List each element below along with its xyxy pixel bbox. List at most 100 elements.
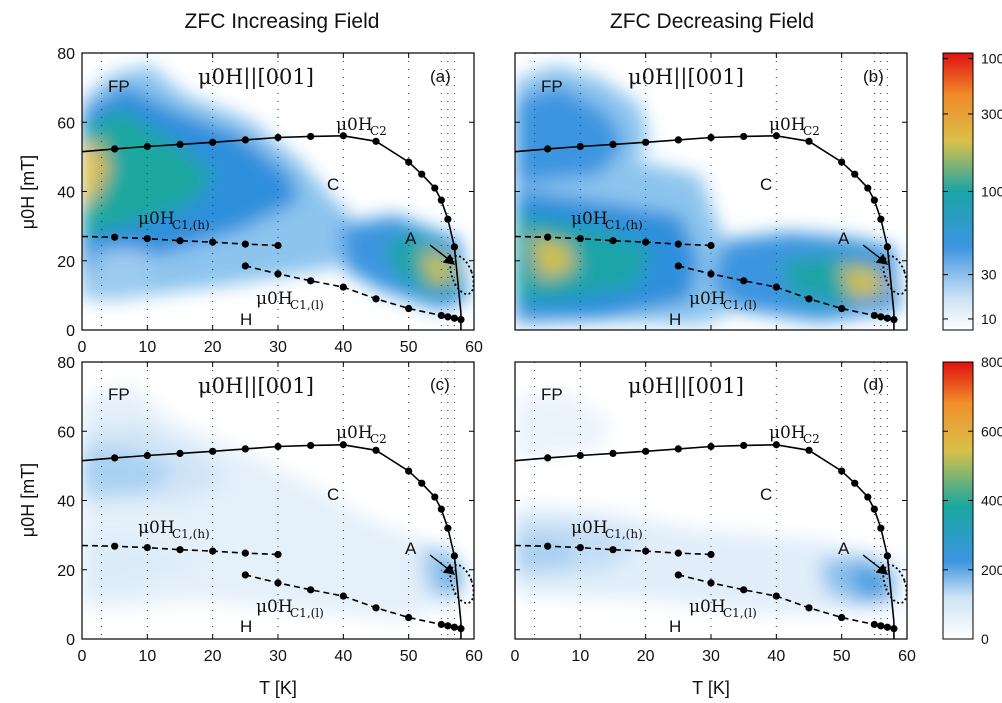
- region-fp: FP: [541, 77, 563, 96]
- heatmap-c: [82, 385, 470, 620]
- hc2-point: [176, 449, 184, 458]
- a-phase-boundary-a: [449, 254, 475, 296]
- y-tick-label: 20: [57, 254, 75, 271]
- hc1l-line-point: [405, 613, 413, 622]
- hc2-point: [405, 467, 413, 475]
- hc2-point: [609, 449, 617, 458]
- hc1h-label: μ0H: [138, 518, 175, 538]
- column-title-left: ZFC Increasing Field: [185, 10, 380, 33]
- x-tick-label: 0: [78, 648, 87, 665]
- hc1l-line-point: [307, 586, 315, 594]
- region-c: C: [327, 175, 339, 194]
- hc1l-line-point: [838, 304, 846, 313]
- x-tick-label: 20: [204, 648, 222, 665]
- hc1l-label: μ0H: [689, 597, 726, 617]
- hc1h-label: μ0H: [138, 209, 175, 229]
- hc2-point: [576, 451, 584, 460]
- x-tick-label: 60: [465, 648, 483, 665]
- hc2-point: [740, 132, 748, 141]
- hc2-point: [418, 170, 426, 178]
- region-h: H: [240, 617, 252, 636]
- hc1l-line-point: [274, 579, 282, 587]
- panel-label-a: (a): [430, 67, 451, 86]
- y-tick-label: 40: [57, 185, 75, 202]
- region-labels-c: FP C A H: [108, 385, 417, 636]
- x-tick-label: 10: [571, 648, 589, 665]
- hc2-point: [674, 445, 682, 453]
- hc1h-point: [544, 542, 552, 550]
- hc2-point: [431, 493, 439, 501]
- y-axis-label-top: μ0H [mT]: [18, 155, 38, 229]
- hc2-point: [877, 215, 885, 223]
- hc1l-line-point: [870, 311, 878, 320]
- hc2-point: [870, 196, 878, 204]
- hc2-label: μ0H: [336, 423, 373, 443]
- hc1l-label: μ0H: [256, 597, 293, 617]
- hc1h-point: [176, 237, 184, 245]
- hc1l-line-point: [241, 571, 249, 579]
- hc1l-line-point: [457, 316, 465, 324]
- hc2-point: [444, 215, 452, 223]
- hc2-point: [274, 133, 282, 142]
- panel-label-b: (b): [863, 67, 884, 86]
- x-tick-label: 10: [138, 648, 156, 665]
- hc1h-sub: C1,(h): [605, 527, 643, 541]
- hc1l-line-point: [674, 262, 682, 270]
- hc2-point: [274, 442, 282, 451]
- hc2-point: [241, 136, 249, 144]
- hc1l-line-point: [339, 283, 347, 291]
- hc1h-point: [111, 542, 119, 550]
- hc1l-line-point: [838, 613, 846, 622]
- hc1h-point: [642, 238, 650, 246]
- hc2-point: [772, 441, 780, 449]
- hc1h-point: [209, 238, 217, 246]
- hc2-point: [372, 137, 380, 145]
- hc2-point: [437, 505, 445, 513]
- orientation-label-c: μ0H||[001]: [198, 374, 314, 399]
- hc1h-sub: C1,(h): [172, 527, 210, 541]
- hc2-point: [740, 441, 748, 450]
- x-tick-label: 10: [138, 339, 156, 356]
- region-c: C: [760, 485, 772, 504]
- region-a: A: [838, 229, 850, 248]
- hc1l-line-point: [450, 623, 458, 631]
- x-tick-label: 50: [400, 648, 418, 665]
- x-tick-label: 20: [637, 648, 655, 665]
- x-tick-label: 30: [269, 648, 287, 665]
- hc1l-line-point: [437, 620, 445, 629]
- hc2-point: [143, 451, 151, 460]
- x-tick-label: 60: [898, 648, 916, 665]
- region-h: H: [669, 617, 681, 636]
- hc1h-point: [576, 234, 584, 243]
- hc2-point: [674, 136, 682, 144]
- x-tick-label: 60: [465, 339, 483, 356]
- hc1h-point: [143, 543, 151, 552]
- hc1l-line-point: [707, 270, 715, 278]
- hc1h-point: [576, 543, 584, 552]
- hc1l-line-point: [444, 622, 452, 630]
- hc2-point: [851, 479, 859, 487]
- x-tick-label: 40: [334, 648, 352, 665]
- hc2-point: [870, 505, 878, 513]
- a-arrows: [429, 244, 889, 575]
- y-axis-label-bottom: μ0H [mT]: [18, 463, 38, 537]
- hc1l-sub: C1,(l): [290, 298, 324, 312]
- hc1l-sub: C1,(l): [723, 298, 757, 312]
- x-tick-label: 40: [334, 339, 352, 356]
- hc2-label: μ0H: [769, 115, 806, 135]
- hc2-point: [642, 138, 650, 146]
- hc1l-line-point: [450, 314, 458, 322]
- hc1l-line-point: [457, 625, 465, 633]
- hc1l-line-point: [870, 620, 878, 629]
- region-labels-b: FP C A H: [541, 77, 850, 329]
- hc1h-point: [241, 240, 249, 248]
- hc2-point: [544, 145, 552, 153]
- hc2-point: [544, 454, 552, 462]
- hc2-sub: C2: [370, 124, 387, 138]
- axes-frames: [81, 52, 908, 640]
- region-fp: FP: [108, 385, 130, 404]
- x-tick-label: 30: [269, 339, 287, 356]
- hc1l-line-point: [437, 311, 445, 320]
